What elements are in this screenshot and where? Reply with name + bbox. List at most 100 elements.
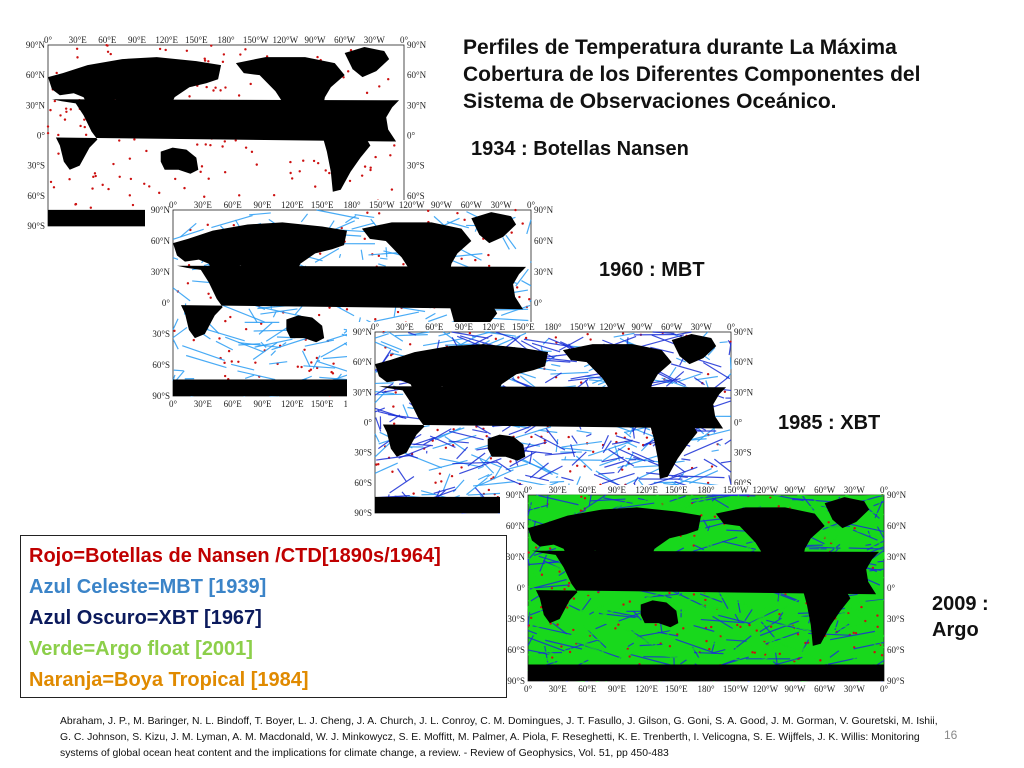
obs-point: [567, 435, 570, 439]
obs-point: [148, 185, 151, 188]
landmass: [824, 497, 870, 529]
lon-tick-label: 0°: [524, 684, 533, 694]
obs-point: [755, 629, 758, 632]
track-line: [588, 440, 633, 457]
track-line: [527, 504, 548, 512]
obs-point: [230, 360, 233, 363]
track-line: [712, 635, 729, 645]
obs-point: [316, 161, 320, 165]
track-line: [527, 502, 535, 511]
track-line: [691, 647, 713, 665]
track-line: [300, 213, 309, 223]
obs-point: [819, 659, 822, 662]
lon-tick-label: 60°W: [334, 35, 356, 45]
track-line: [719, 341, 728, 344]
obs-point: [174, 177, 177, 181]
track-line: [655, 654, 698, 661]
landmass: [528, 664, 884, 681]
track-line: [759, 645, 777, 657]
track-line: [739, 602, 745, 619]
track-line: [520, 340, 555, 359]
track-line: [615, 435, 640, 444]
track-line: [527, 629, 537, 635]
lon-tick-label: 180°: [697, 485, 715, 495]
track-line: [845, 522, 885, 533]
track-line: [679, 533, 720, 552]
track-line: [599, 458, 618, 467]
obs-point: [487, 253, 490, 257]
track-line: [501, 425, 511, 432]
track-line: [389, 476, 415, 494]
obs-point: [223, 361, 226, 365]
track-line: [374, 433, 380, 443]
lat-tick-label: 0°: [517, 583, 526, 593]
obs-point: [392, 422, 396, 425]
lon-tick-label: 60°W: [661, 322, 683, 332]
obs-point: [583, 497, 587, 500]
track-line: [265, 326, 289, 342]
track-line: [527, 514, 536, 528]
obs-point: [207, 177, 210, 180]
track-line: [850, 494, 885, 498]
track-line: [635, 636, 641, 650]
obs-point: [396, 310, 400, 314]
track-line: [508, 425, 531, 436]
obs-point: [330, 370, 333, 374]
lat-tick-label: 30°N: [407, 100, 427, 110]
obs-point: [212, 89, 215, 92]
obs-point: [89, 206, 93, 209]
obs-point: [143, 182, 146, 185]
obs-point: [622, 603, 625, 606]
obs-point: [349, 49, 353, 52]
obs-point: [363, 165, 367, 168]
track-line: [249, 212, 271, 216]
track-line: [696, 536, 723, 553]
lon-tick-label: 0°: [169, 200, 178, 210]
track-line: [467, 452, 486, 467]
obs-point: [59, 114, 62, 117]
track-line: [595, 623, 607, 630]
track-line: [545, 428, 559, 445]
obs-point: [106, 50, 110, 53]
track-line: [602, 440, 612, 454]
lon-tick-label: 120°W: [399, 200, 425, 210]
obs-point: [369, 168, 372, 172]
track-line: [834, 620, 839, 631]
obs-point: [332, 362, 335, 365]
track-line: [374, 311, 420, 323]
track-line: [428, 314, 448, 323]
track-line: [788, 613, 808, 619]
obs-point: [57, 152, 60, 155]
obs-point: [796, 633, 800, 636]
track-line: [504, 335, 521, 349]
obs-point: [509, 460, 512, 463]
track-line: [549, 651, 581, 668]
track-line: [790, 503, 809, 509]
landmass: [528, 507, 702, 588]
obs-point: [572, 628, 575, 632]
obs-point: [265, 55, 269, 58]
track-line: [211, 215, 253, 229]
lon-tick-label: 30°W: [844, 684, 866, 694]
obs-point: [518, 295, 521, 299]
track-line: [237, 370, 276, 381]
obs-point: [63, 118, 67, 121]
obs-point: [244, 146, 248, 149]
obs-point: [617, 623, 620, 626]
track-line: [731, 645, 764, 659]
track-line: [751, 608, 774, 625]
lon-tick-label: 150°W: [243, 35, 269, 45]
track-line: [867, 638, 877, 646]
lat-tick-label: 0°: [162, 298, 171, 308]
obs-point: [308, 369, 311, 373]
track-line: [694, 544, 705, 551]
obs-point: [621, 332, 625, 335]
obs-point: [158, 47, 162, 51]
landmass: [715, 507, 825, 572]
lat-tick-label: 0°: [407, 131, 416, 141]
track-line: [429, 435, 456, 448]
track-line: [583, 637, 607, 642]
lat-tick-label: 30°S: [354, 448, 372, 458]
track-line: [523, 338, 569, 347]
obs-point: [238, 194, 241, 197]
